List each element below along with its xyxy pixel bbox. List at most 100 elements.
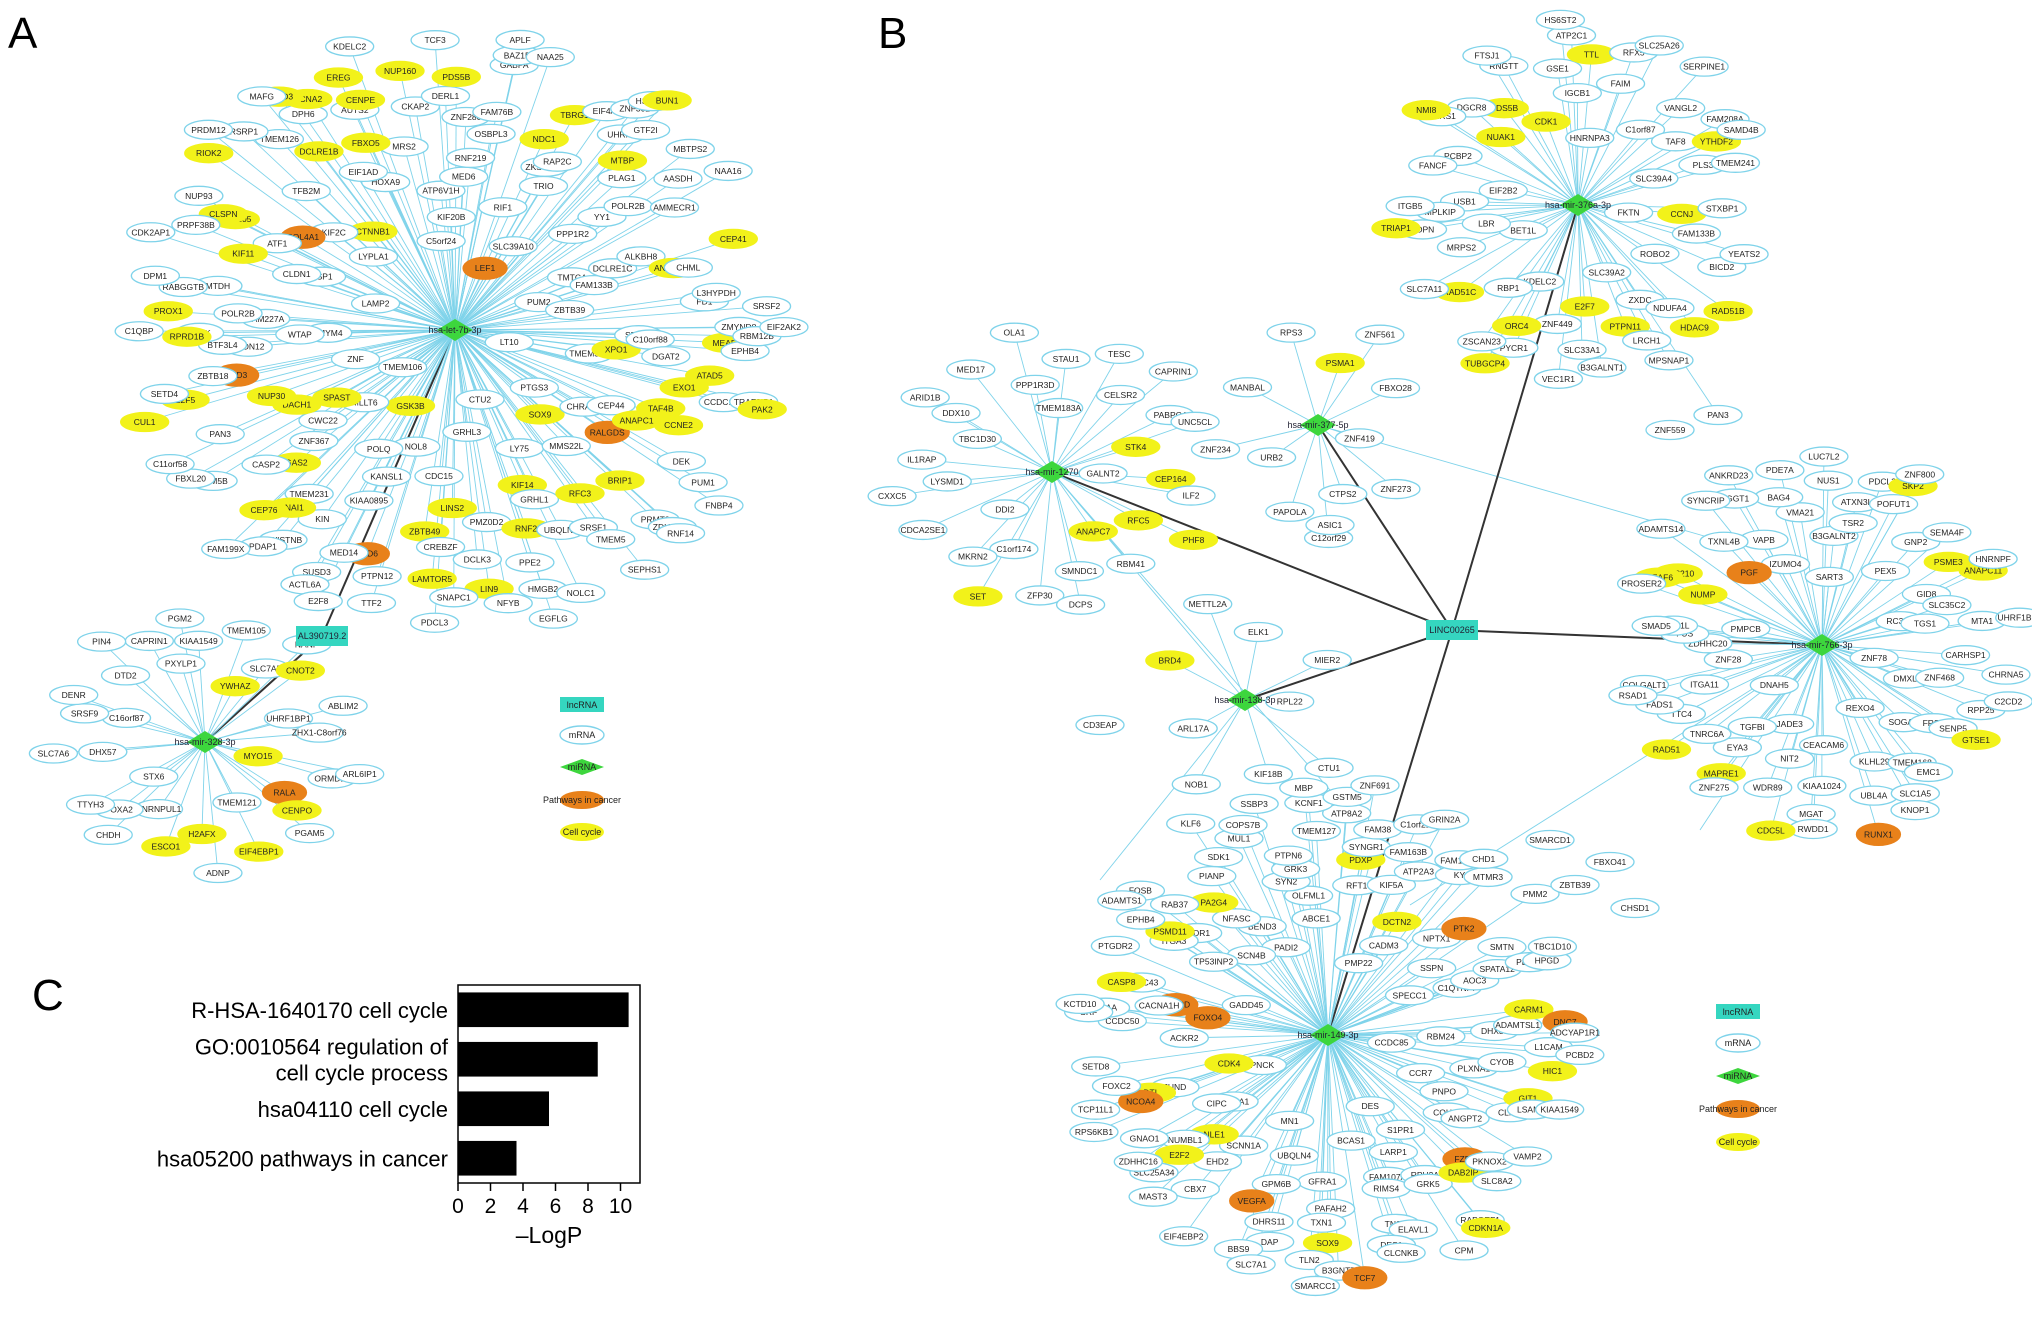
b-hub376-lrch1: LRCH1 [1622, 330, 1672, 351]
mirna-label: hsa-mir-766-3p [1791, 640, 1852, 650]
node-shape [515, 404, 565, 425]
b-hub766-znf800: ZNF800 [1895, 464, 1945, 485]
node-label: RALA [273, 787, 296, 797]
a-hub1-prpf38b: PRPF38B [171, 214, 221, 236]
node-label: POLR2B [611, 201, 645, 211]
node-label: ITGA11 [1690, 680, 1719, 690]
b-hub376-fancf: FANCF [1408, 155, 1458, 176]
b-hub149-syngr1: SYNGR1 [1341, 836, 1391, 858]
b-hub149-ptgdr2: PTGDR2 [1090, 935, 1141, 957]
node-shape [193, 862, 243, 884]
node-label: UHRF1 [607, 129, 636, 139]
node-label: DCLRE1C [593, 263, 633, 273]
node-label: RFC5 [1127, 515, 1149, 525]
a-hub1-kansl1: KANSL1 [361, 466, 412, 487]
interaction-edge [1577, 137, 1591, 206]
node-shape [1719, 244, 1769, 265]
b-hub1270-set: SET [953, 586, 1003, 607]
node-label: FAM133B [576, 280, 614, 290]
a-hub1-osbpl3: OSBPL3 [466, 123, 516, 145]
b-hub1270-caprin1: CAPRIN1 [1148, 361, 1198, 382]
node-label: DPH6 [292, 109, 315, 119]
b-hub376-robo2: ROBO2 [1630, 243, 1680, 264]
node-label: GRIN2A [1429, 815, 1461, 825]
a-hub2-slc7a6: SLC7A6 [28, 743, 79, 764]
b-hub377-manbal: MANBAL [1222, 377, 1273, 398]
node-label: PTGDR2 [1098, 941, 1133, 951]
node-shape [173, 630, 224, 651]
b-hub149-adamts1: ADAMTS1 [1097, 890, 1147, 911]
node-shape [1634, 35, 1684, 56]
interaction-edge [454, 267, 689, 331]
node-label: ADNP [206, 868, 230, 878]
a-hub1-snapc1: SNAPC1 [429, 587, 479, 608]
node-label: CAPRIN1 [1155, 366, 1192, 376]
node-label: BRIP1 [608, 476, 633, 486]
a-hub1-fnbp4: FNBP4 [694, 495, 744, 516]
node-label: SETD8 [1082, 1061, 1110, 1071]
interaction-edge [1503, 107, 1579, 206]
b-hub766-ankrd23: ANKRD23 [1704, 465, 1754, 486]
interaction-edge [1821, 644, 1904, 723]
mirna-label: hsa-mir-138-3p [1214, 695, 1275, 705]
node-label: OLFML1 [1292, 891, 1325, 901]
b-cross-asic1: ASIC1 [1305, 514, 1355, 536]
a-hub1-fbxo5: FBXO5 [341, 132, 391, 153]
b-hub376-rad51b: RAD51B [1703, 301, 1753, 322]
node-label: ESCO1 [151, 841, 180, 851]
node-label: TRIAP1 [1381, 223, 1411, 233]
node-shape [653, 168, 703, 189]
b-hub138-mettl2a: METTL2A [1183, 593, 1233, 615]
b-hub766-uhrf1bp1: UHRF1BP1 [1995, 607, 2032, 628]
b-hub766-pgf: PGF [1726, 560, 1772, 585]
a-hub1-cldn1: CLDN1 [272, 263, 322, 285]
a-hub1-dek: DEK [656, 451, 707, 472]
node-shape [352, 566, 402, 587]
node-label: CLDN1 [283, 269, 311, 279]
interaction-edge [1821, 503, 1894, 646]
node-shape [120, 411, 170, 433]
node-label: DERL1 [432, 91, 460, 101]
node-label: PDS5B [442, 72, 470, 82]
node-shape [642, 90, 692, 111]
mirna-label: hsa-mir-376a-3p [1545, 200, 1611, 210]
node-shape [685, 365, 735, 386]
node-label: MKRN2 [958, 552, 988, 562]
node-shape [495, 29, 545, 51]
mirna-label: hsa-let-7b-3p [428, 325, 481, 335]
node-label: RNF14 [667, 528, 694, 538]
node-label: BAG4 [1767, 492, 1790, 502]
b-hub376-tubgcp4: TUBGCP4 [1460, 353, 1510, 374]
interaction-edge [1471, 107, 1579, 206]
node-label: UHRF1BP1 [266, 714, 311, 724]
node-label: TMEM126 [260, 134, 299, 144]
interaction-edge [1486, 55, 1579, 206]
b-hub149-rps6kb1: RPS6KB1 [1069, 1121, 1119, 1143]
a-hub1-eif1ad: EIF1AD [338, 161, 389, 183]
b-hub376-orc4: ORC4 [1492, 315, 1542, 337]
node-shape [1462, 45, 1512, 66]
interaction-edge [1577, 204, 1586, 307]
node-shape [665, 138, 715, 160]
b-hub149-gnao1: GNAO1 [1119, 1128, 1170, 1149]
node-label: AASDH [663, 174, 692, 184]
node-shape [952, 428, 1003, 450]
node-shape [1656, 98, 1706, 119]
node-shape [237, 86, 287, 107]
legend-a-pathways-label: Pathways in cancer [543, 795, 621, 805]
b-hub766-dnah5: DNAH5 [1749, 675, 1799, 696]
legend-b-pathways-label: Pathways in cancer [1699, 1104, 1777, 1114]
node-label: RWDD1 [1798, 824, 1829, 834]
b-hub149-clcnkb: CLCNKB [1376, 1242, 1426, 1263]
node-label: ZSCAN23 [1463, 336, 1502, 346]
interaction-edge [1503, 65, 1579, 206]
a-hub1-chml: CHML [663, 257, 713, 278]
node-label: C12orf29 [1311, 533, 1346, 543]
interaction-edge [1244, 699, 1269, 775]
node-label: ZNF468 [1924, 673, 1955, 683]
node-shape [241, 454, 291, 475]
interaction-edge [1144, 1034, 1329, 1139]
interaction-edge [1251, 954, 1329, 1036]
node-label: ZMYM4 [313, 328, 343, 338]
interaction-edge [454, 329, 612, 540]
